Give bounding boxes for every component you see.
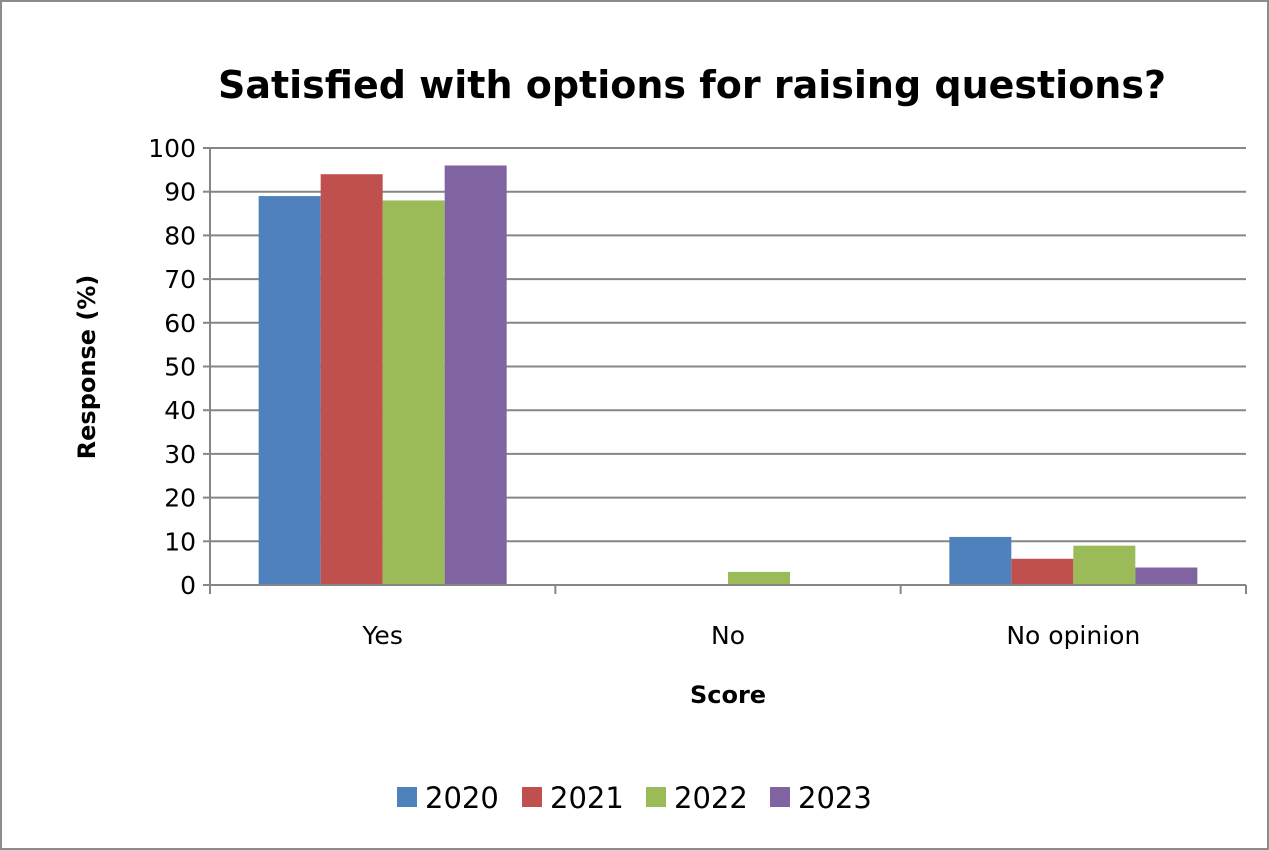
bar-2022-no xyxy=(728,571,790,585)
bar-2023-no-opinion xyxy=(1135,567,1198,585)
legend-swatch xyxy=(646,787,666,807)
y-axis-title: Response (%) xyxy=(73,275,101,460)
x-category-label: No opinion xyxy=(1006,621,1140,650)
bar-2022-no-opinion xyxy=(1073,545,1136,585)
legend-label: 2023 xyxy=(798,781,872,815)
legend-label: 2022 xyxy=(674,781,748,815)
bar-2021-no-opinion xyxy=(1011,558,1074,585)
y-tick-label: 80 xyxy=(164,221,196,250)
y-tick-label: 10 xyxy=(164,527,196,556)
y-tick-label: 100 xyxy=(148,134,196,163)
bar-2023-yes xyxy=(444,165,507,586)
legend-item-2020: 2020 xyxy=(397,781,499,815)
legend: 2020 2021 2022 2023 xyxy=(397,781,872,815)
legend-swatch xyxy=(522,787,542,807)
legend-item-2021: 2021 xyxy=(522,781,624,815)
x-category-label: Yes xyxy=(361,621,402,650)
legend-label: 2021 xyxy=(550,781,624,815)
bar-2020-no-opinion xyxy=(949,536,1012,585)
y-tick-label: 20 xyxy=(164,484,196,513)
bar-2022-yes xyxy=(382,200,445,585)
y-tick-label: 90 xyxy=(164,178,196,207)
y-tick-label: 70 xyxy=(164,265,196,294)
y-tick-label: 60 xyxy=(164,309,196,338)
bar-2020-yes xyxy=(258,196,321,585)
y-tick-label: 50 xyxy=(164,353,196,382)
legend-item-2022: 2022 xyxy=(646,781,748,815)
legend-swatch xyxy=(397,787,417,807)
y-tick-label: 40 xyxy=(164,396,196,425)
chart-title: Satisfied with options for raising quest… xyxy=(218,63,1166,107)
y-tick-labels: 0 10 20 30 40 50 60 70 80 90 100 xyxy=(148,134,196,600)
x-category-labels: Yes No No opinion xyxy=(361,621,1140,650)
axes xyxy=(209,148,1247,594)
bar-2021-yes xyxy=(320,174,383,585)
legend-label: 2020 xyxy=(425,781,499,815)
x-category-label: No xyxy=(711,621,745,650)
legend-swatch xyxy=(770,787,790,807)
y-tick-label: 0 xyxy=(180,571,196,600)
bars xyxy=(258,165,1198,586)
y-tick-label: 30 xyxy=(164,440,196,469)
legend-item-2023: 2023 xyxy=(770,781,872,815)
x-axis-title: Score xyxy=(690,681,766,709)
